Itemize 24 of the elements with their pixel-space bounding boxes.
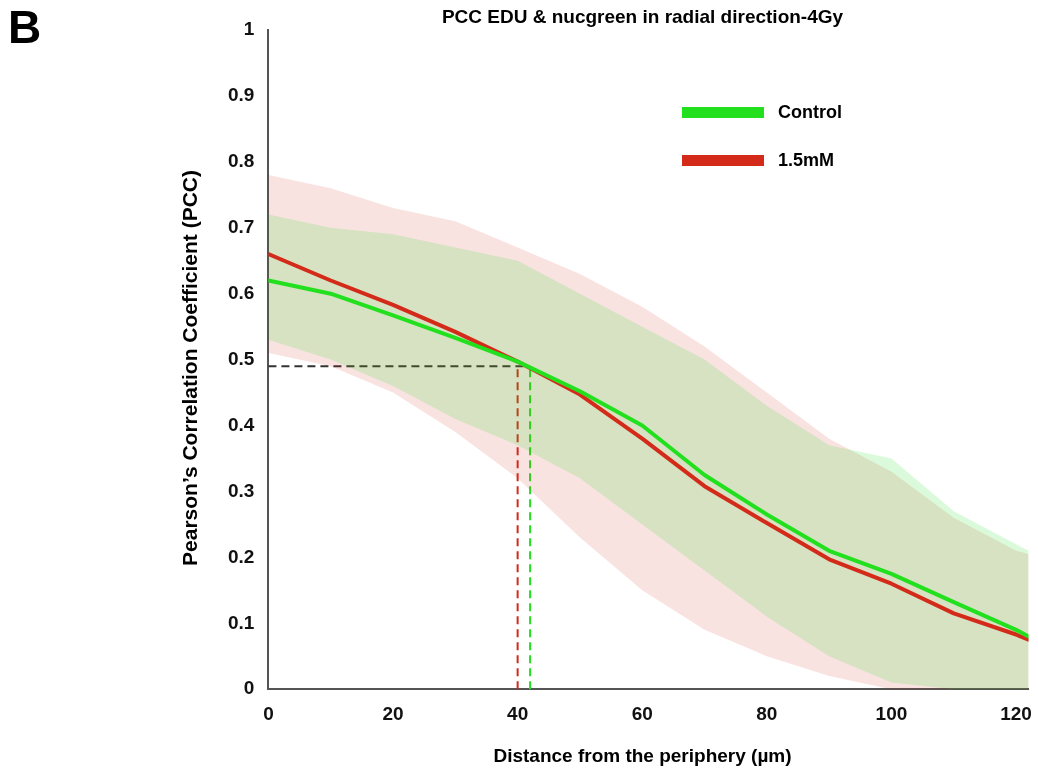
y-tick-label: 1: [243, 18, 255, 40]
y-tick-label: 0.1: [227, 611, 255, 633]
y-tick-label: 0.5: [227, 347, 255, 369]
legend-label: 1.5mM: [778, 149, 835, 171]
y-tick-label: 0.4: [227, 413, 255, 435]
x-tick-label: 0: [263, 702, 274, 724]
x-tick-label: 120: [1000, 702, 1032, 724]
legend-label: Control: [778, 101, 842, 123]
y-tick-label: 0.6: [227, 281, 255, 303]
y-tick-label: 0.2: [227, 545, 255, 567]
x-tick-label: 40: [507, 702, 529, 724]
x-tick-label: 80: [756, 702, 778, 724]
y-tick-label: 0.3: [227, 479, 255, 501]
y-axis-title: Pearson’s Correlation Coefficient (PCC): [178, 170, 202, 566]
y-tick-label: 0.8: [227, 150, 255, 172]
chart-title: PCC EDU & nucgreen in radial direction-4Gy: [441, 6, 844, 27]
x-axis-title: Distance from the periphery (µm): [492, 745, 793, 767]
text: B: [8, 0, 42, 54]
x-tick-label: 20: [382, 702, 404, 724]
y-tick-label: 0.7: [227, 215, 255, 237]
y-tick-label: 0.9: [227, 84, 255, 106]
x-tick-label: 60: [631, 702, 653, 724]
y-tick-label: 0: [243, 677, 255, 699]
x-tick-label: 100: [875, 702, 908, 724]
